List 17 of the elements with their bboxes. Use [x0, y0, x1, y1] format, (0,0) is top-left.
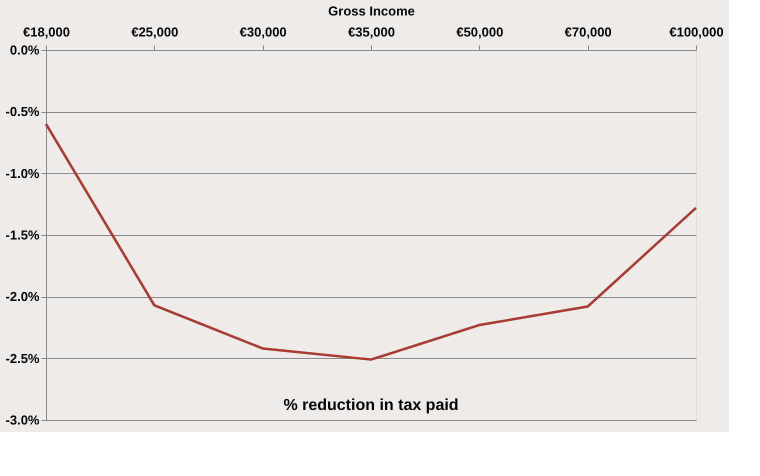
- x-tick-label: €100,000: [669, 24, 724, 40]
- x-tick-label: €70,000: [564, 24, 612, 40]
- y-tick-label: -3.0%: [6, 412, 40, 428]
- x-tick-label: €50,000: [456, 24, 504, 40]
- y-tick-label: -2.0%: [6, 289, 40, 304]
- y-tick-label: 0.0%: [10, 42, 40, 58]
- y-tick-label: -1.0%: [6, 166, 40, 181]
- text: % reduction in tax paid: [283, 397, 459, 414]
- x-tick-label: €30,000: [240, 24, 287, 40]
- y-tick-label: -2.5%: [6, 350, 40, 366]
- x-tick-label: €35,000: [348, 24, 395, 40]
- x-axis-title: Gross Income: [328, 4, 415, 18]
- x-tick-label: €18,000: [23, 24, 70, 40]
- y-tick-label: -1.5%: [6, 228, 40, 242]
- y-tick-label: -0.5%: [6, 104, 40, 120]
- line-series: [44, 122, 698, 361]
- x-tick-label: €25,000: [131, 24, 178, 40]
